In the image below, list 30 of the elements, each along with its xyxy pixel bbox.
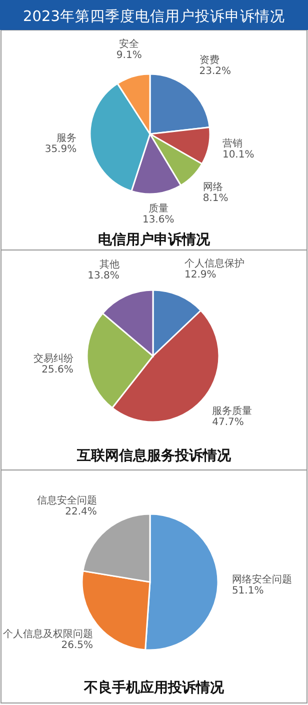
slice-label: 服务质量 [212, 404, 252, 417]
data-label: 51.1% [232, 585, 264, 596]
data-label: 13.6% [142, 214, 174, 226]
text: 互联网信息服务投诉情况 [76, 448, 232, 464]
slice-label: 个人信息及权限问题 [3, 628, 93, 640]
data-label: 23.2% [199, 66, 232, 77]
data-label: 35.9% [44, 144, 77, 156]
data-label: 26.5% [61, 640, 93, 651]
slice-label: 服务 [56, 132, 77, 144]
slice-label: 个人信息保护 [184, 257, 245, 270]
slice-label: 信息安全问题 [36, 494, 97, 506]
data-label: 22.4% [65, 506, 97, 518]
slice-label: 网络 [202, 180, 223, 193]
text: 2023年第四季度电信用户投诉申诉情况 [23, 8, 285, 25]
slice-label: 安全 [119, 38, 140, 50]
text: 电信用户申诉情况 [98, 231, 211, 248]
data-label: 47.7% [212, 416, 244, 428]
slice-label: 交易纠纷 [33, 352, 74, 365]
slice-label: 资费 [199, 54, 220, 66]
slice-label: 营销 [222, 138, 242, 150]
slice-label: 质量 [148, 202, 168, 215]
slice-label: 网络安全问题 [232, 573, 292, 586]
data-label: 10.1% [222, 150, 254, 161]
slice-label: 其他 [99, 258, 120, 270]
data-label: 9.1% [116, 50, 142, 62]
data-label: 25.6% [42, 364, 74, 376]
data-label: 12.9% [184, 269, 216, 280]
text: 不良手机应用投诉情况 [83, 679, 225, 696]
data-label: 13.8% [88, 270, 120, 282]
data-label: 8.1% [202, 192, 228, 204]
